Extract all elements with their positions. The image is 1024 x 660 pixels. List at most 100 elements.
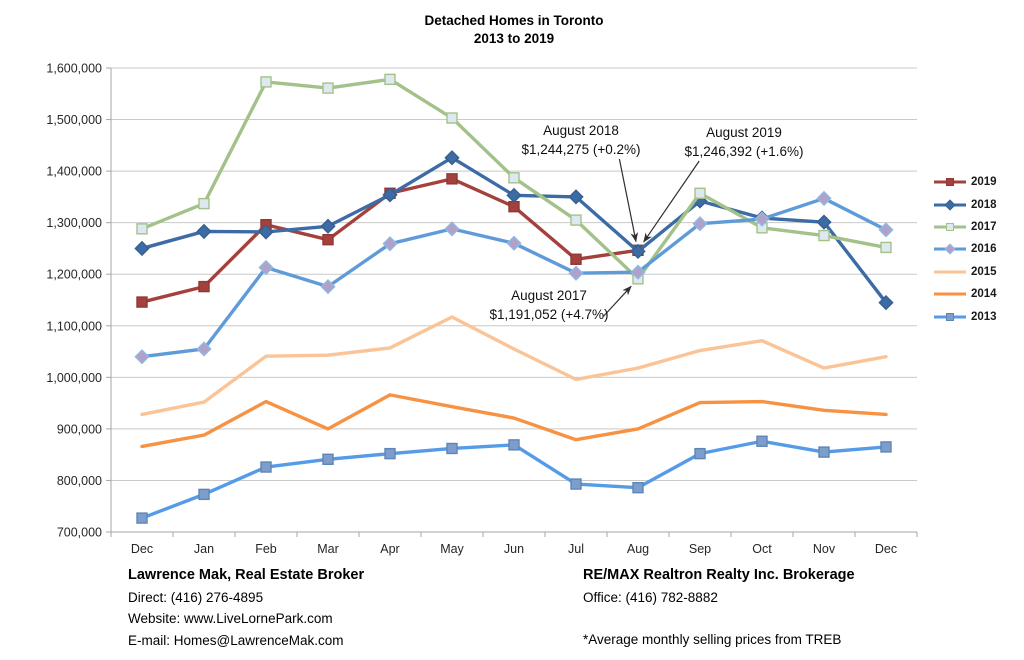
broker-name: Lawrence Mak, Real Estate Broker bbox=[128, 567, 365, 583]
data-point-2018 bbox=[134, 240, 150, 257]
brokerage-office-phone: Office: (416) 782-8882 bbox=[583, 589, 718, 605]
data-point-2017 bbox=[508, 172, 520, 184]
legend-label-2017: 2017 bbox=[971, 220, 997, 233]
data-point-2019 bbox=[136, 296, 148, 308]
data-point-2018 bbox=[506, 187, 522, 203]
data-point-2013 bbox=[880, 441, 892, 453]
annotation-august-2019: August 2019 $1,246,392 (+1.6%) bbox=[664, 123, 824, 161]
data-source-note: *Average monthly selling prices from TRE… bbox=[583, 632, 842, 647]
data-point-2018 bbox=[568, 189, 584, 205]
broker-email: E-mail: Homes@LawrenceMak.com bbox=[128, 632, 344, 648]
legend-label-2019: 2019 bbox=[971, 176, 997, 189]
legend-item-2014: 2014 bbox=[933, 283, 997, 305]
data-point-2013 bbox=[322, 453, 334, 466]
x-axis-label: Apr bbox=[380, 542, 399, 556]
y-axis-label: 1,400,000 bbox=[46, 165, 102, 179]
broker-website: Website: www.LiveLornePark.com bbox=[128, 611, 333, 626]
data-point-2017 bbox=[694, 187, 706, 199]
legend-label-2014: 2014 bbox=[971, 288, 997, 301]
data-point-2017 bbox=[446, 112, 458, 124]
data-point-2017 bbox=[818, 229, 830, 242]
data-point-2019 bbox=[508, 200, 520, 213]
broker-direct-phone: Direct: (416) 276-4895 bbox=[128, 589, 264, 605]
annotation-august-2018-value: $1,244,275 (+0.2%) bbox=[521, 142, 641, 157]
data-point-2013 bbox=[260, 461, 272, 473]
data-point-2016 bbox=[754, 211, 770, 227]
y-axis-label: 1,500,000 bbox=[46, 113, 102, 127]
data-point-2013 bbox=[508, 439, 520, 451]
data-point-2013 bbox=[632, 481, 644, 494]
legend: 2019 2018 2017 2016 2015 2014 2013 bbox=[933, 171, 997, 328]
data-point-2019 bbox=[198, 280, 210, 293]
data-point-2018 bbox=[320, 218, 336, 234]
legend-swatch-2016 bbox=[934, 243, 966, 256]
data-point-2017 bbox=[384, 73, 396, 86]
data-point-2018 bbox=[196, 223, 212, 240]
annotation-august-2018: August 2018 $1,244,275 (+0.2%) bbox=[501, 121, 661, 159]
y-axis-label: 900,000 bbox=[57, 422, 102, 436]
x-axis-label: Jul bbox=[568, 542, 584, 556]
x-axis-label: Oct bbox=[752, 542, 772, 556]
y-axis-label: 1,100,000 bbox=[46, 319, 102, 333]
y-axis-label: 1,300,000 bbox=[46, 216, 102, 230]
annotation-august-2019-label: August 2019 bbox=[706, 125, 782, 140]
annotation-arrow-aug2019 bbox=[643, 160, 700, 243]
data-point-2013 bbox=[384, 447, 396, 460]
series-2018 bbox=[134, 150, 894, 311]
data-point-2013 bbox=[198, 488, 210, 501]
data-point-2017 bbox=[198, 197, 210, 210]
chart-title: Detached Homes in Toronto 2013 to 2019 bbox=[111, 12, 917, 48]
data-point-2016 bbox=[196, 341, 212, 357]
legend-swatch-2015 bbox=[934, 270, 966, 274]
x-axis-label: Jun bbox=[504, 542, 524, 556]
legend-swatch-2014 bbox=[934, 292, 966, 296]
data-point-2017 bbox=[260, 76, 272, 88]
annotation-august-2018-label: August 2018 bbox=[543, 123, 619, 138]
annotation-arrow-aug2018 bbox=[618, 158, 639, 243]
y-axis-label: 1,000,000 bbox=[46, 371, 102, 385]
data-point-2016 bbox=[382, 236, 398, 252]
legend-item-2015: 2015 bbox=[933, 261, 997, 283]
x-axis-label: Dec bbox=[131, 542, 153, 556]
annotation-august-2017-label: August 2017 bbox=[511, 288, 587, 303]
series-2016 bbox=[134, 190, 894, 365]
x-axis-label: Jan bbox=[194, 542, 214, 556]
data-point-2016 bbox=[444, 221, 460, 237]
data-point-2019 bbox=[570, 253, 582, 265]
x-axis-label: Sep bbox=[689, 542, 711, 556]
data-point-2016 bbox=[816, 190, 832, 207]
data-point-2019 bbox=[446, 173, 458, 185]
data-point-2013 bbox=[818, 446, 830, 458]
legend-item-2019: 2019 bbox=[933, 171, 997, 193]
series-2013 bbox=[136, 435, 892, 524]
x-axis-label: Feb bbox=[255, 542, 277, 556]
data-point-2018 bbox=[878, 294, 894, 311]
data-point-2018 bbox=[630, 243, 646, 260]
legend-label-2015: 2015 bbox=[971, 265, 997, 278]
data-point-2013 bbox=[136, 512, 148, 524]
data-point-2013 bbox=[570, 478, 582, 490]
legend-swatch-2019 bbox=[934, 178, 966, 187]
data-point-2019 bbox=[322, 233, 334, 246]
data-point-2016 bbox=[506, 235, 522, 251]
annotation-arrow-aug2017 bbox=[602, 285, 632, 317]
legend-swatch-2018 bbox=[934, 198, 966, 211]
data-point-2016 bbox=[692, 216, 708, 232]
legend-label-2013: 2013 bbox=[971, 310, 997, 323]
data-point-2017 bbox=[880, 241, 892, 254]
chart-title-line1: Detached Homes in Toronto bbox=[424, 13, 604, 28]
legend-label-2018: 2018 bbox=[971, 198, 997, 211]
data-point-2018 bbox=[382, 187, 398, 203]
annotation-august-2017-value: $1,191,052 (+4.7%) bbox=[489, 307, 609, 322]
data-point-2016 bbox=[568, 265, 584, 281]
footer-broker-contact: Lawrence Mak, Real Estate Broker Direct:… bbox=[128, 565, 364, 651]
legend-item-2013: 2013 bbox=[933, 305, 997, 327]
chart-title-line2: 2013 to 2019 bbox=[473, 31, 555, 46]
y-axis-label: 800,000 bbox=[57, 474, 102, 488]
data-point-2013 bbox=[694, 447, 706, 460]
y-axis-label: 1,600,000 bbox=[46, 62, 102, 76]
footer-brokerage-contact: RE/MAX Realtron Realty Inc. Brokerage Of… bbox=[583, 565, 855, 651]
x-axis-label: Dec bbox=[875, 542, 897, 556]
legend-item-2016: 2016 bbox=[933, 238, 997, 260]
